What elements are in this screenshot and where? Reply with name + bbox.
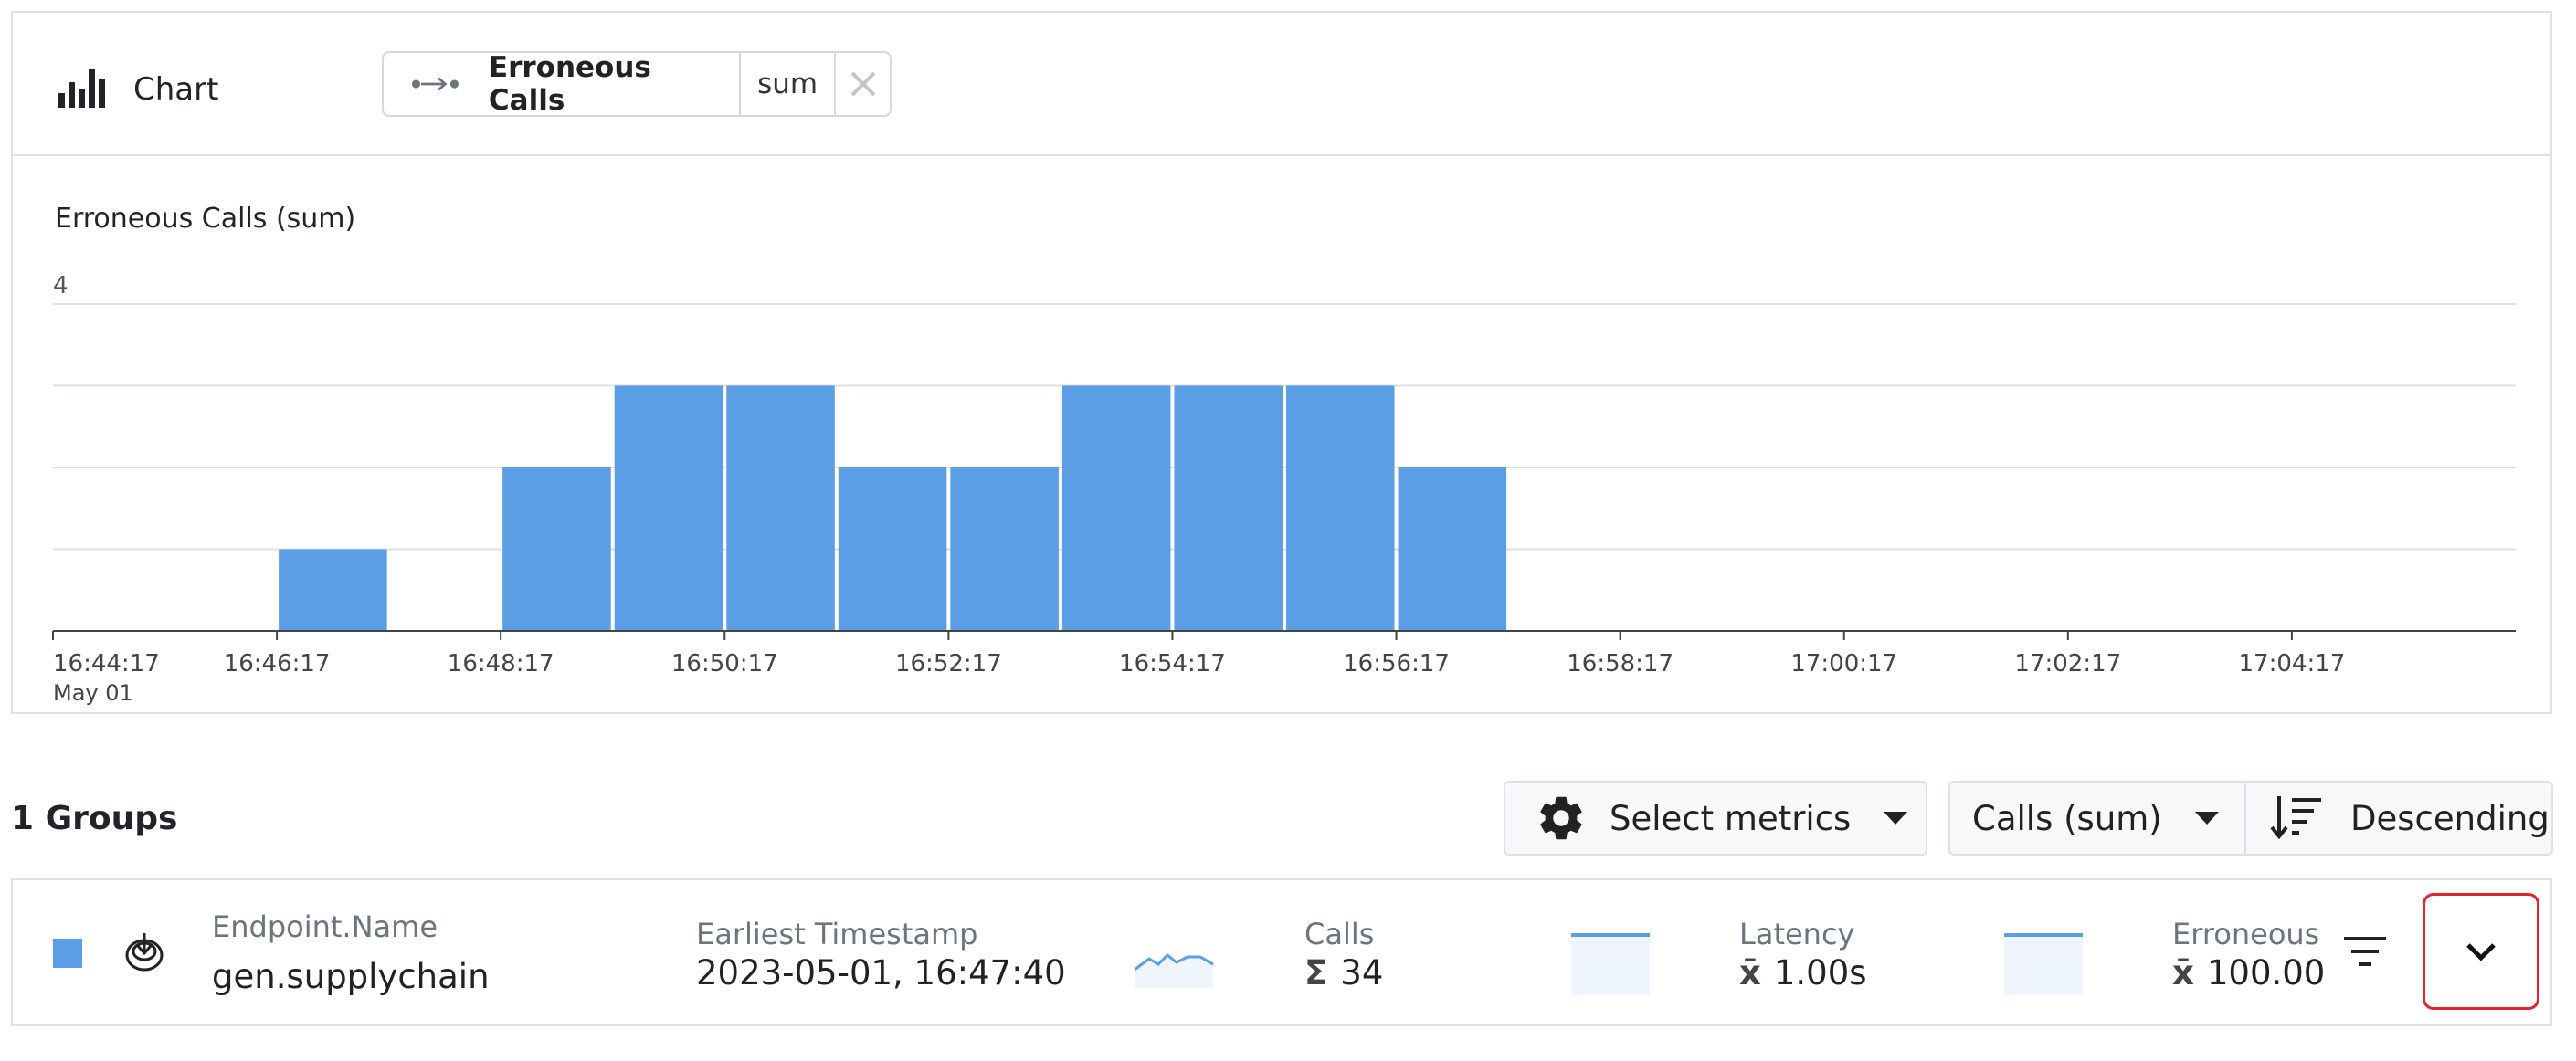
select-metrics-button[interactable]: Select metrics: [1504, 781, 1927, 856]
latency-sparkline: [1571, 933, 1650, 995]
metric-chip-main[interactable]: Erroneous Calls: [384, 51, 742, 117]
x-tick-label: 16:56:17: [1343, 650, 1450, 678]
bar-chart-icon: [58, 69, 105, 108]
x-tick-label: 16:48:17: [448, 650, 554, 678]
bar: [1286, 385, 1395, 631]
chart-panel-header: Chart Erroneous Calls sum: [13, 13, 2550, 156]
call-flow-icon: [411, 77, 459, 91]
groups-count-title: 1 Groups: [11, 800, 178, 837]
group-color-swatch: [53, 939, 82, 968]
sort-metric-dropdown[interactable]: Calls (sum): [1948, 781, 2246, 856]
sort-order-label: Descending: [2350, 798, 2550, 838]
x-tick-label: 17:00:17: [1790, 650, 1897, 678]
group-row[interactable]: Endpoint.Name gen.supplychain Earliest T…: [11, 878, 2552, 1026]
gear-icon: [1540, 796, 1582, 840]
x-tick-label: 17:04:17: [2239, 650, 2346, 678]
x-tick-label: 16:50:17: [671, 650, 778, 678]
endpoint-icon: [125, 933, 164, 972]
close-icon: [850, 71, 875, 97]
calls-value: 34: [1340, 953, 1384, 993]
y-tick-label: 4: [53, 272, 69, 299]
erroneous-label: Erroneous: [2172, 917, 2320, 951]
x-tick-label: 16:52:17: [895, 650, 1002, 678]
x-tick-label: 17:02:17: [2014, 650, 2121, 678]
bar: [726, 385, 835, 631]
remove-metric-button[interactable]: [836, 53, 890, 115]
endpoint-label: Endpoint.Name: [212, 909, 438, 944]
latency-label: Latency: [1739, 917, 1855, 951]
chart-title: Chart: [133, 71, 219, 108]
sort-order-button[interactable]: Descending: [2244, 781, 2553, 856]
chart-area: Erroneous Calls (sum) 4 16:44:17 16:46:17 16…: [13, 156, 2550, 714]
chevron-down-icon: [2466, 943, 2496, 961]
mean-symbol: x̄: [2172, 953, 2194, 993]
sum-symbol: Σ: [1304, 953, 1328, 993]
x-tick-label: 16:44:17: [53, 650, 160, 678]
bar: [502, 467, 611, 631]
bar: [614, 385, 723, 631]
metric-chip[interactable]: Erroneous Calls sum: [382, 51, 892, 117]
mean-symbol: x̄: [1739, 953, 1761, 993]
select-metrics-label: Select metrics: [1610, 798, 1852, 838]
chart: Erroneous Calls (sum) 4 16:44:17 16:46:17 16…: [52, 203, 2516, 706]
latency-value-cell: x̄ 1.00s: [1739, 953, 1867, 993]
bar: [838, 467, 947, 631]
chart-heading: Erroneous Calls (sum): [55, 203, 355, 235]
chevron-down-icon: [1884, 812, 1908, 825]
latency-value: 1.00s: [1773, 953, 1867, 993]
metric-chip-label: Erroneous Calls: [488, 51, 651, 117]
timestamp-value: 2023-05-01, 16:47:40: [696, 953, 1066, 993]
expand-group-button[interactable]: [2423, 893, 2539, 1010]
bar: [1061, 385, 1171, 631]
bar: [950, 467, 1059, 631]
x-tick-label: 16:58:17: [1567, 650, 1673, 678]
erroneous-sparkline: [2004, 933, 2083, 995]
erroneous-value-cell: x̄ 100.00: [2172, 953, 2325, 993]
chart-panel: Chart Erroneous Calls sum: [11, 11, 2552, 714]
calls-value-cell: Σ 34: [1304, 953, 1383, 993]
x-tick-label: 16:54:17: [1119, 650, 1226, 678]
bar: [1174, 385, 1283, 631]
x-date-label: May 01: [53, 680, 133, 706]
calls-sparkline: [1135, 952, 1214, 988]
filter-icon[interactable]: [2342, 935, 2388, 972]
chevron-down-icon: [2194, 812, 2219, 825]
sort-metric-label: Calls (sum): [1972, 798, 2162, 838]
x-tick-label: 16:46:17: [224, 650, 331, 678]
timestamp-label: Earliest Timestamp: [696, 917, 978, 951]
calls-label: Calls: [1304, 917, 1375, 951]
endpoint-value: gen.supplychain: [212, 957, 490, 996]
erroneous-value: 100.00: [2206, 953, 2326, 993]
sort-descending-icon: [2270, 796, 2321, 840]
metric-aggregation[interactable]: sum: [741, 53, 837, 115]
bar: [1398, 467, 1507, 631]
bar: [279, 549, 387, 631]
